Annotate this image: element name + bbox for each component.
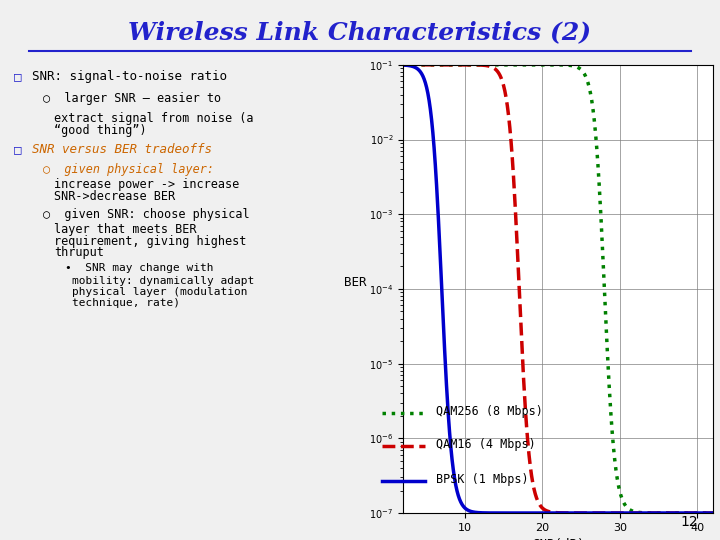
Text: □: □ — [14, 143, 22, 156]
Text: SNR->decrease BER: SNR->decrease BER — [54, 190, 175, 203]
Text: physical layer (modulation: physical layer (modulation — [72, 287, 248, 297]
X-axis label: SNR(dB): SNR(dB) — [531, 538, 584, 540]
Text: □: □ — [14, 70, 22, 83]
Text: ○  larger SNR – easier to: ○ larger SNR – easier to — [43, 92, 221, 105]
Text: thruput: thruput — [54, 246, 104, 259]
Text: layer that meets BER: layer that meets BER — [54, 222, 197, 235]
Text: QAM16 (4 Mbps): QAM16 (4 Mbps) — [436, 438, 536, 451]
Text: Wireless Link Characteristics (2): Wireless Link Characteristics (2) — [128, 21, 592, 44]
Text: 12: 12 — [681, 515, 698, 529]
Text: SNR: signal-to-noise ratio: SNR: signal-to-noise ratio — [32, 70, 228, 83]
Text: ○  given SNR: choose physical: ○ given SNR: choose physical — [43, 208, 250, 221]
Text: ○  given physical layer:: ○ given physical layer: — [43, 164, 215, 177]
Text: QAM256 (8 Mbps): QAM256 (8 Mbps) — [436, 406, 542, 419]
Text: extract signal from noise (a: extract signal from noise (a — [54, 111, 253, 125]
Text: SNR versus BER tradeoffs: SNR versus BER tradeoffs — [32, 143, 212, 156]
Text: technique, rate): technique, rate) — [72, 298, 180, 308]
Text: mobility: dynamically adapt: mobility: dynamically adapt — [72, 276, 254, 286]
Text: increase power -> increase: increase power -> increase — [54, 178, 239, 191]
Y-axis label: BER: BER — [344, 276, 366, 289]
Text: •  SNR may change with: • SNR may change with — [65, 263, 213, 273]
Text: requirement, giving highest: requirement, giving highest — [54, 234, 246, 247]
Text: BPSK (1 Mbps): BPSK (1 Mbps) — [436, 473, 528, 486]
Text: “good thing”): “good thing”) — [54, 124, 147, 137]
